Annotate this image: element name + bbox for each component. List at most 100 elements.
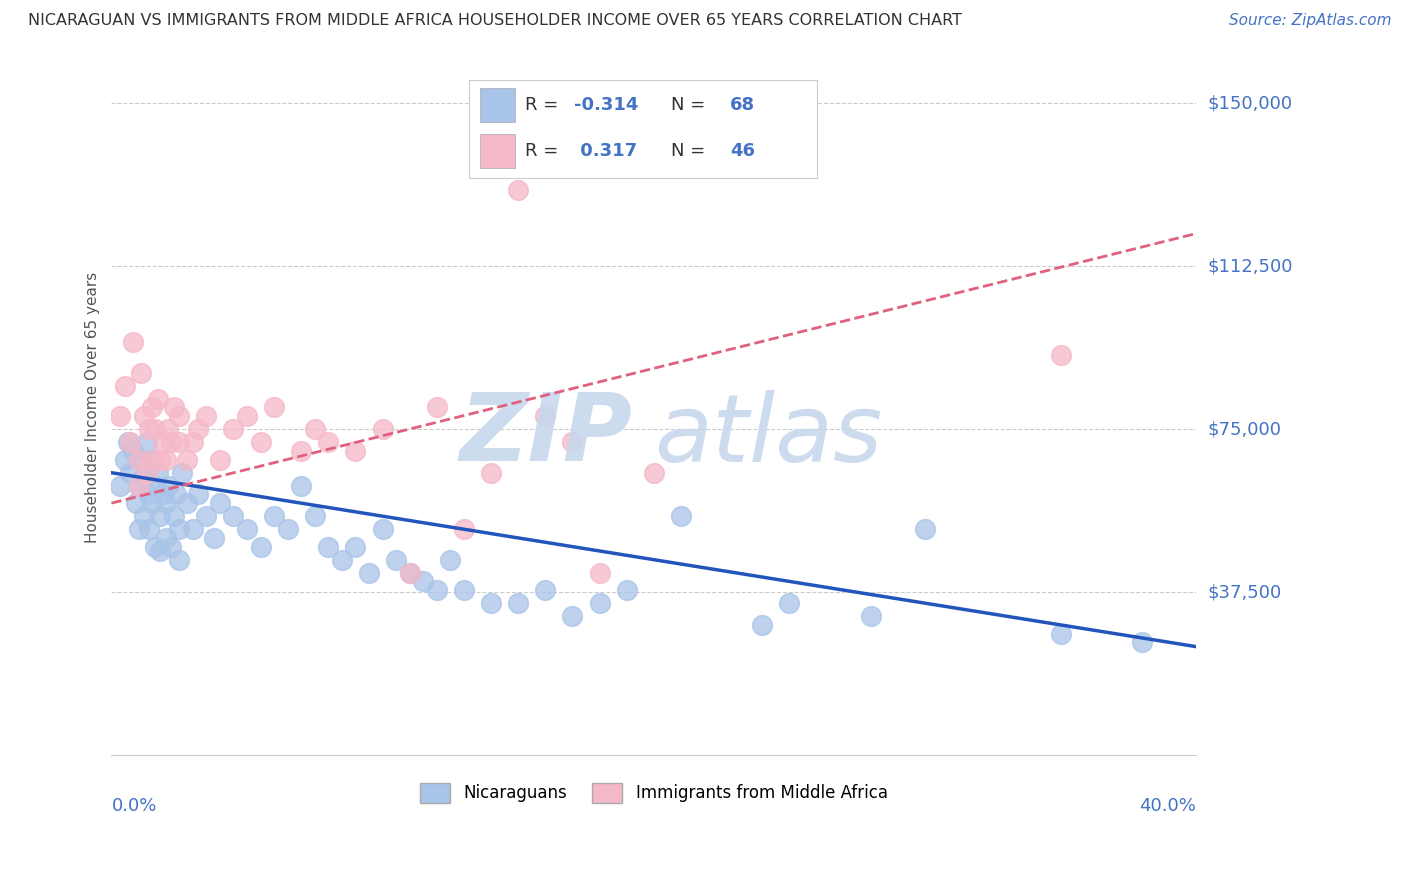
Point <box>163 401 186 415</box>
Point <box>439 552 461 566</box>
Point <box>208 496 231 510</box>
Point <box>616 583 638 598</box>
Point <box>914 522 936 536</box>
Point <box>181 522 204 536</box>
Text: ZIP: ZIP <box>460 389 633 482</box>
Point <box>149 452 172 467</box>
Point <box>304 509 326 524</box>
Point <box>176 496 198 510</box>
Point <box>120 435 142 450</box>
Point <box>222 509 245 524</box>
Point <box>751 618 773 632</box>
Point <box>143 479 166 493</box>
Point <box>167 522 190 536</box>
Point <box>157 479 180 493</box>
Point <box>135 435 157 450</box>
Point <box>128 479 150 493</box>
Point <box>141 452 163 467</box>
Point <box>132 409 155 424</box>
Point <box>304 422 326 436</box>
Point <box>143 422 166 436</box>
Point <box>181 435 204 450</box>
Point <box>479 466 502 480</box>
Point <box>160 540 183 554</box>
Point <box>385 552 408 566</box>
Point <box>1130 635 1153 649</box>
Point <box>125 496 148 510</box>
Point <box>149 509 172 524</box>
Text: atlas: atlas <box>654 390 882 481</box>
Point <box>187 487 209 501</box>
Point <box>344 540 367 554</box>
Point <box>167 552 190 566</box>
Point <box>222 422 245 436</box>
Point <box>176 452 198 467</box>
Point <box>160 435 183 450</box>
Point <box>534 409 557 424</box>
Point <box>357 566 380 580</box>
Point <box>146 392 169 406</box>
Point <box>344 444 367 458</box>
Point <box>318 540 340 554</box>
Point <box>412 574 434 589</box>
Point <box>561 609 583 624</box>
Point <box>132 509 155 524</box>
Point <box>263 509 285 524</box>
Point <box>155 531 177 545</box>
Point <box>208 452 231 467</box>
Point <box>187 422 209 436</box>
Point <box>426 401 449 415</box>
Point <box>129 452 152 467</box>
Point <box>138 422 160 436</box>
Point <box>1049 626 1071 640</box>
Point <box>135 466 157 480</box>
Point <box>453 522 475 536</box>
Point <box>453 583 475 598</box>
Point <box>479 596 502 610</box>
Point <box>426 583 449 598</box>
Point <box>129 366 152 380</box>
Text: 0.0%: 0.0% <box>111 797 157 815</box>
Point <box>163 509 186 524</box>
Point <box>114 378 136 392</box>
Point <box>128 452 150 467</box>
Point <box>157 422 180 436</box>
Point <box>167 435 190 450</box>
Point <box>588 596 610 610</box>
Point <box>138 487 160 501</box>
Point <box>108 409 131 424</box>
Point <box>114 452 136 467</box>
Point <box>1049 348 1071 362</box>
Point <box>643 466 665 480</box>
Point <box>249 540 271 554</box>
Point <box>669 509 692 524</box>
Point <box>290 444 312 458</box>
Point <box>778 596 800 610</box>
Y-axis label: Householder Income Over 65 years: Householder Income Over 65 years <box>86 272 100 543</box>
Point <box>141 452 163 467</box>
Point <box>167 409 190 424</box>
Point <box>155 496 177 510</box>
Point <box>859 609 882 624</box>
Point <box>330 552 353 566</box>
Point <box>398 566 420 580</box>
Point <box>508 596 530 610</box>
Text: NICARAGUAN VS IMMIGRANTS FROM MIDDLE AFRICA HOUSEHOLDER INCOME OVER 65 YEARS COR: NICARAGUAN VS IMMIGRANTS FROM MIDDLE AFR… <box>28 13 962 29</box>
Point <box>120 466 142 480</box>
Point <box>143 540 166 554</box>
Point <box>263 401 285 415</box>
Point <box>128 522 150 536</box>
Point <box>155 452 177 467</box>
Text: $37,500: $37,500 <box>1206 583 1281 601</box>
Point <box>277 522 299 536</box>
Text: $150,000: $150,000 <box>1206 94 1292 112</box>
Point <box>141 496 163 510</box>
Point <box>132 470 155 484</box>
Point <box>249 435 271 450</box>
Text: 40.0%: 40.0% <box>1139 797 1197 815</box>
Point <box>138 522 160 536</box>
Point <box>166 487 188 501</box>
Point <box>204 531 226 545</box>
Point <box>236 522 259 536</box>
Point <box>122 335 145 350</box>
